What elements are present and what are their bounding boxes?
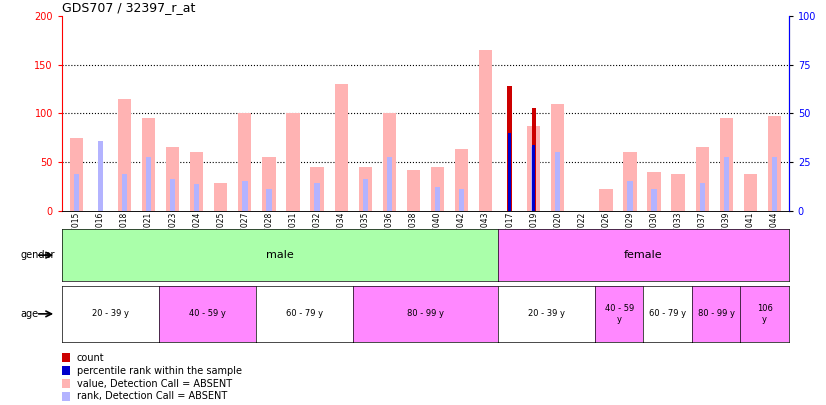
Bar xyxy=(166,147,179,211)
Bar xyxy=(724,157,729,211)
Bar xyxy=(315,183,320,211)
Text: 20 - 39 y: 20 - 39 y xyxy=(528,309,565,318)
Bar xyxy=(69,138,83,211)
Text: 60 - 79 y: 60 - 79 y xyxy=(286,309,323,318)
Bar xyxy=(263,157,276,211)
Bar xyxy=(74,174,79,211)
Bar xyxy=(527,126,540,211)
Bar xyxy=(652,189,657,211)
Text: gender: gender xyxy=(21,250,55,260)
Text: age: age xyxy=(21,309,38,319)
Bar xyxy=(700,183,705,211)
Text: value, Detection Call = ABSENT: value, Detection Call = ABSENT xyxy=(77,379,232,388)
Bar xyxy=(146,157,151,211)
Bar xyxy=(648,172,661,211)
Text: 40 - 59 y: 40 - 59 y xyxy=(189,309,225,318)
Bar xyxy=(479,50,492,211)
Bar xyxy=(532,108,536,211)
Bar xyxy=(551,104,564,211)
Bar xyxy=(624,152,637,211)
Bar xyxy=(431,167,444,211)
Bar xyxy=(672,174,685,211)
Text: 80 - 99 y: 80 - 99 y xyxy=(698,309,734,318)
Bar xyxy=(358,167,372,211)
Bar xyxy=(434,187,440,211)
Text: percentile rank within the sample: percentile rank within the sample xyxy=(77,366,242,375)
Text: female: female xyxy=(624,250,662,260)
Text: 80 - 99 y: 80 - 99 y xyxy=(407,309,444,318)
Bar xyxy=(118,99,131,211)
Bar xyxy=(194,184,199,211)
Text: GDS707 / 32397_r_at: GDS707 / 32397_r_at xyxy=(62,1,195,14)
Bar xyxy=(142,118,155,211)
Bar xyxy=(287,113,300,211)
Bar xyxy=(190,152,203,211)
Bar xyxy=(743,174,757,211)
Bar xyxy=(695,147,709,211)
Bar xyxy=(335,84,348,211)
Bar xyxy=(170,179,175,211)
Text: 106
y: 106 y xyxy=(757,304,772,324)
Bar xyxy=(122,174,127,211)
Bar xyxy=(555,152,560,211)
Bar xyxy=(771,157,777,211)
Text: 40 - 59
y: 40 - 59 y xyxy=(605,304,634,324)
Text: count: count xyxy=(77,353,104,362)
Text: 60 - 79 y: 60 - 79 y xyxy=(649,309,686,318)
Bar xyxy=(455,149,468,211)
Bar xyxy=(387,157,392,211)
Bar xyxy=(238,113,251,211)
Bar xyxy=(242,181,248,211)
Text: male: male xyxy=(266,250,294,260)
Bar xyxy=(97,141,103,211)
Bar xyxy=(508,133,511,211)
Bar xyxy=(311,167,324,211)
Bar xyxy=(600,189,613,211)
Text: rank, Detection Call = ABSENT: rank, Detection Call = ABSENT xyxy=(77,392,227,401)
Text: 20 - 39 y: 20 - 39 y xyxy=(92,309,129,318)
Bar xyxy=(214,183,227,211)
Bar xyxy=(719,118,733,211)
Bar xyxy=(406,170,420,211)
Bar xyxy=(382,113,396,211)
Bar xyxy=(363,179,368,211)
Bar xyxy=(531,147,536,211)
Bar xyxy=(627,181,633,211)
Bar xyxy=(768,116,781,211)
Bar xyxy=(459,189,464,211)
Bar xyxy=(507,86,512,211)
Bar xyxy=(266,189,272,211)
Bar xyxy=(532,145,535,211)
